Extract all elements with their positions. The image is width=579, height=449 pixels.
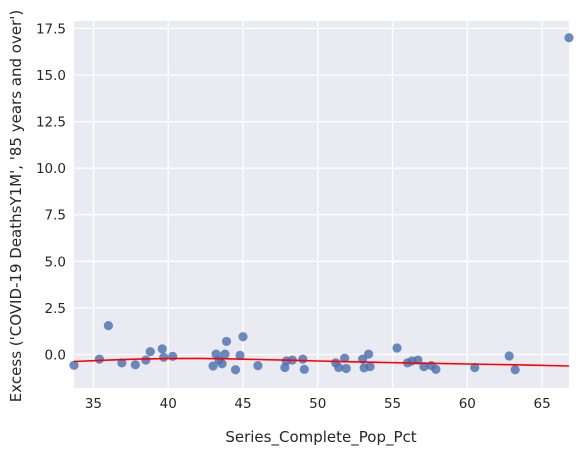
data-point <box>130 360 140 370</box>
data-point <box>470 362 480 373</box>
data-point <box>145 347 155 357</box>
data-point <box>217 359 227 369</box>
data-point <box>230 365 241 375</box>
data-point <box>504 351 514 361</box>
data-point <box>364 349 374 359</box>
regression-line <box>73 357 570 367</box>
data-point <box>564 33 574 43</box>
data-point <box>340 353 350 363</box>
y-tick-label: 17.5 <box>36 21 66 37</box>
data-point <box>299 364 309 374</box>
x-axis-label: Series_Complete_Pop_Pct <box>225 428 416 447</box>
x-tick-label: 50 <box>309 396 326 412</box>
data-point <box>298 354 308 364</box>
data-point <box>253 361 263 371</box>
x-tick-label: 55 <box>384 396 401 412</box>
plot-background <box>74 21 569 388</box>
data-point <box>168 351 178 361</box>
data-point <box>220 349 230 359</box>
y-tick-label: 15.0 <box>36 68 66 84</box>
data-point <box>334 362 344 373</box>
y-tick-label: 5.0 <box>45 254 66 270</box>
y-tick-label: 10.0 <box>36 161 66 177</box>
x-tick-label: 60 <box>459 396 476 412</box>
y-tick-label: 0.0 <box>45 347 66 363</box>
data-point <box>341 363 351 374</box>
data-point <box>221 336 232 347</box>
data-point <box>235 350 245 360</box>
y-tick-label: 12.5 <box>36 115 66 131</box>
data-point <box>392 343 402 353</box>
data-point <box>365 361 375 372</box>
data-point <box>117 358 127 368</box>
data-point <box>94 354 105 364</box>
x-tick-label: 35 <box>85 396 102 412</box>
x-tick-label: 45 <box>234 396 251 412</box>
data-point <box>510 365 520 375</box>
data-point <box>103 320 113 331</box>
data-point <box>69 360 79 370</box>
y-tick-label: 7.5 <box>45 208 66 224</box>
x-tick-label: 65 <box>533 396 550 412</box>
data-point <box>208 361 218 371</box>
data-point <box>238 332 248 342</box>
data-point <box>157 344 167 354</box>
y-tick-label: 2.5 <box>45 301 66 317</box>
grid-lines <box>74 21 569 388</box>
data-point <box>431 364 441 374</box>
data-point <box>419 361 429 372</box>
data-point <box>141 355 151 365</box>
x-tick-labels: 35 40 45 50 55 60 65 <box>85 396 551 412</box>
y-axis-label: Excess ('COVID-19 DeathsY1M', '85 years … <box>7 10 25 402</box>
data-point <box>159 352 169 362</box>
y-tick-labels: 0.0 2.5 5.0 7.5 10.0 12.5 15.0 17.5 <box>36 21 66 363</box>
x-tick-label: 40 <box>160 396 177 412</box>
